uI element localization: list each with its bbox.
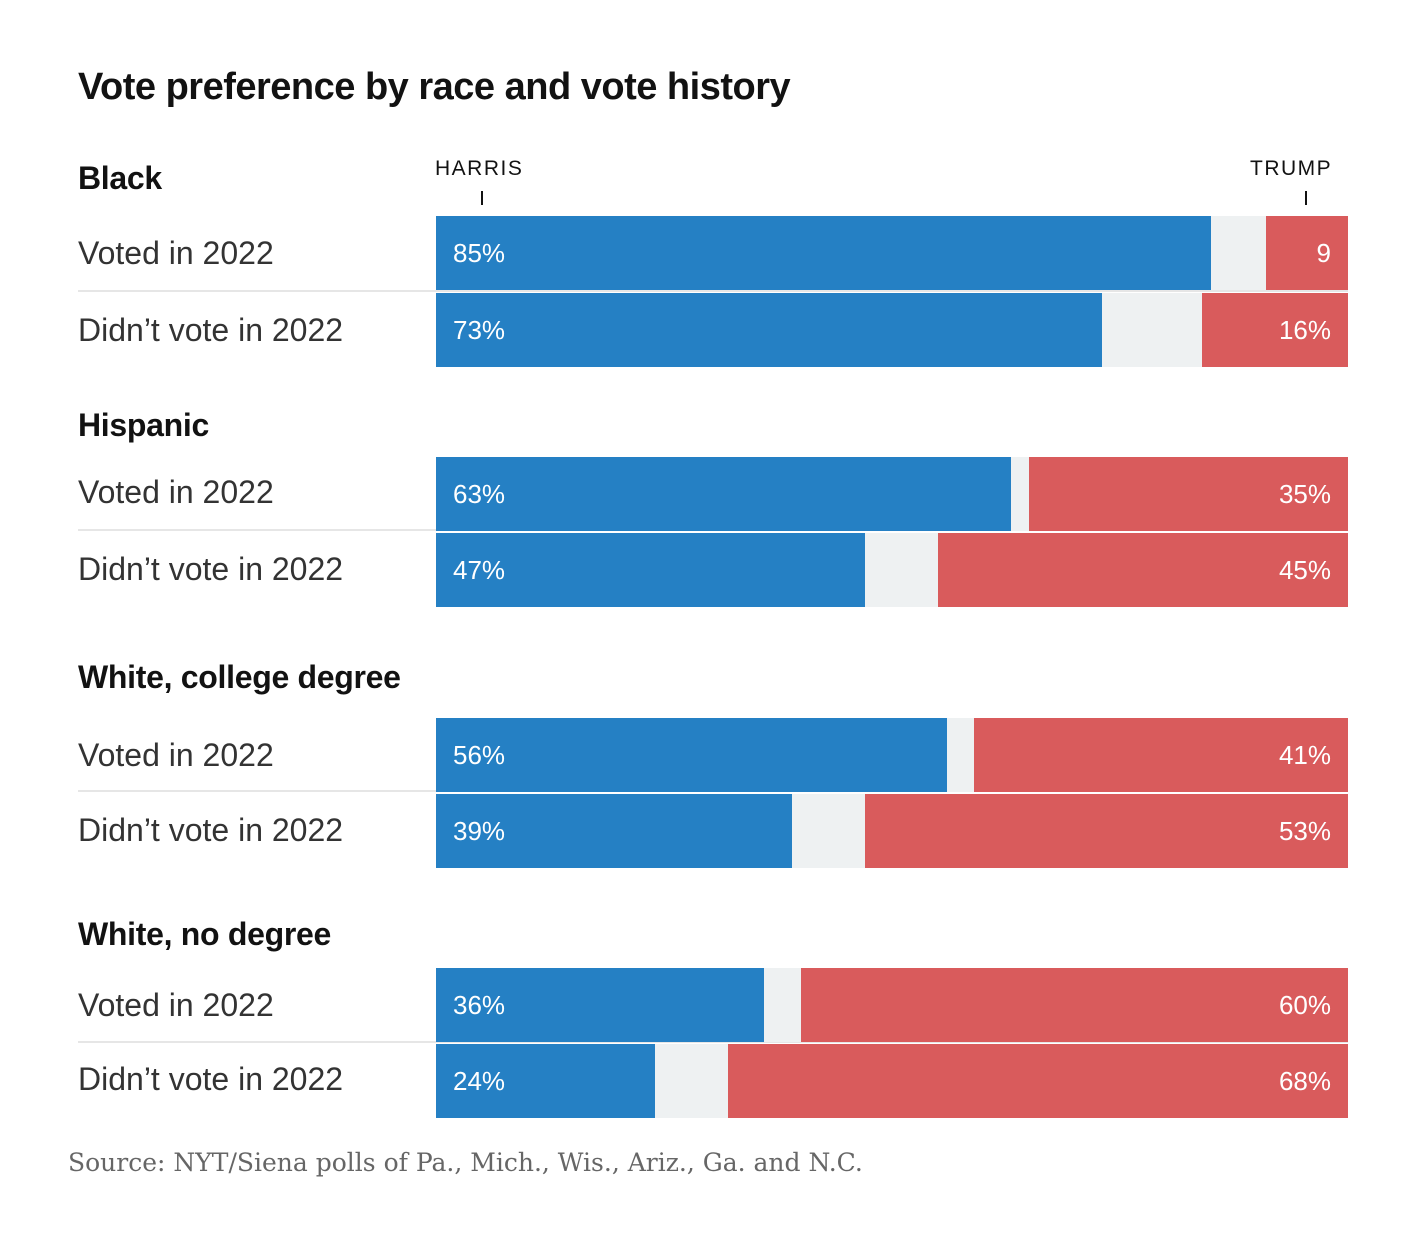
bar-segment-harris [436, 794, 792, 868]
value-label-trump: 45% [1278, 555, 1331, 585]
row-divider [78, 290, 1348, 292]
bar-segment-trump [727, 1044, 1348, 1118]
stacked-bar: 24% 68% [436, 1044, 1348, 1118]
stacked-bar: 73% 16% [436, 293, 1348, 367]
value-label-trump: 53% [1278, 816, 1331, 846]
value-label-trump: 41% [1278, 740, 1331, 770]
bar-segment-trump [800, 968, 1348, 1042]
axis-tick-harris [481, 191, 483, 205]
bar-segment-trump [864, 794, 1348, 868]
stacked-bar: 36% 60% [436, 968, 1348, 1042]
row-divider [78, 1041, 1348, 1043]
axis-tick-trump [1305, 191, 1307, 205]
bar-segment-trump [1028, 457, 1348, 531]
bar-segment-harris [436, 968, 765, 1042]
stacked-bar: 39% 53% [436, 794, 1348, 868]
value-label-harris: 24% [453, 1066, 506, 1096]
row-label: Voted in 2022 [78, 235, 274, 271]
row-label: Didn’t vote in 2022 [78, 312, 344, 348]
row-label: Didn’t vote in 2022 [78, 812, 344, 848]
bar-segment-harris [436, 533, 865, 607]
group-label-white-college: White, college degree [78, 659, 401, 695]
row-label: Didn’t vote in 2022 [78, 1061, 344, 1097]
stacked-bar: 47% 45% [436, 533, 1348, 607]
bar-segment-trump [1202, 293, 1348, 367]
chart-title: Vote preference by race and vote history [78, 66, 791, 108]
value-label-trump: 35% [1278, 479, 1331, 509]
axis-label-trump: TRUMP [1250, 157, 1333, 180]
axis-label-harris: HARRIS [435, 157, 524, 180]
bar-segment-trump [937, 533, 1348, 607]
group-label-black: Black [78, 160, 162, 196]
row-label: Didn’t vote in 2022 [78, 551, 344, 587]
source-note: Source: NYT/Siena polls of Pa., Mich., W… [68, 1148, 863, 1177]
row-label: Voted in 2022 [78, 737, 274, 773]
row-label: Voted in 2022 [78, 987, 274, 1023]
row-label: Voted in 2022 [78, 474, 274, 510]
value-label-harris: 85% [453, 238, 506, 268]
bar-segment-trump [1265, 216, 1348, 290]
bar-segment-harris [436, 718, 947, 792]
group-label-hispanic: Hispanic [78, 407, 209, 443]
stacked-bar: 63% 35% [436, 457, 1348, 531]
bar-segment-trump [974, 718, 1348, 792]
value-label-trump: 68% [1278, 1066, 1331, 1096]
bar-segment-harris [436, 293, 1102, 367]
value-label-harris: 73% [453, 315, 506, 345]
value-label-trump: 9 [1316, 238, 1331, 268]
bar-segment-harris [436, 216, 1212, 290]
value-label-harris: 47% [453, 555, 506, 585]
value-label-trump: 16% [1278, 315, 1331, 345]
value-label-harris: 63% [453, 479, 506, 509]
stacked-bar: 56% 41% [436, 718, 1348, 792]
bar-segment-harris [436, 1044, 655, 1118]
value-label-harris: 56% [453, 740, 506, 770]
stacked-bar: 85% 9 [436, 216, 1348, 290]
value-label-harris: 39% [453, 816, 506, 846]
bar-segment-harris [436, 457, 1011, 531]
value-label-harris: 36% [453, 990, 506, 1020]
group-label-white-no-degree: White, no degree [78, 916, 331, 952]
value-label-trump: 60% [1278, 990, 1331, 1020]
